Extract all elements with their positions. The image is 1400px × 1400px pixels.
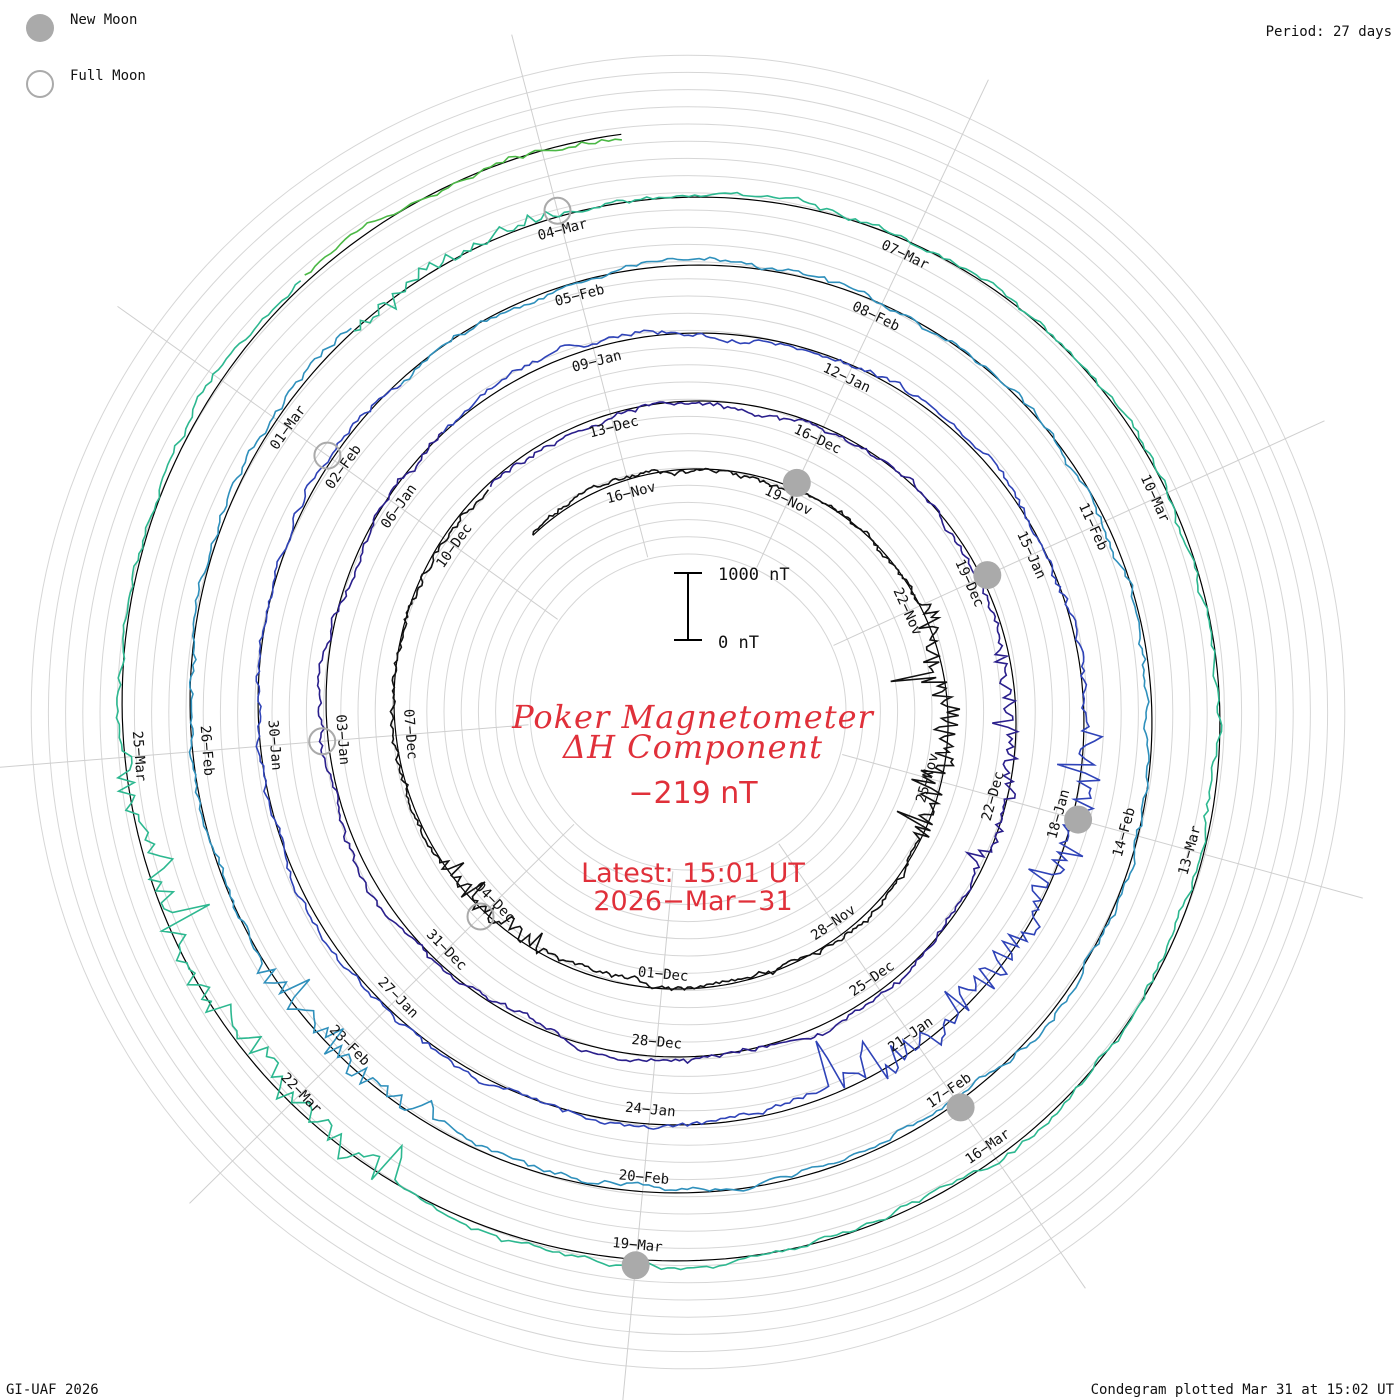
grid-ring	[288, 312, 1088, 1112]
date-tick-label: 04−Mar	[536, 216, 589, 244]
scale-bottom-label: 0 nT	[718, 633, 759, 653]
grid-ring	[185, 209, 1191, 1215]
grid-ring	[30, 54, 1346, 1370]
grid-ring	[151, 175, 1225, 1249]
scale-top-label: 1000 nT	[718, 565, 790, 585]
radial-line	[842, 754, 1363, 899]
grid-ring	[477, 501, 899, 923]
grid-ring	[254, 278, 1122, 1146]
date-tick-label: 16−Mar	[963, 1126, 1014, 1168]
current-value: −219 nT	[628, 776, 758, 811]
radial-line	[778, 843, 1086, 1289]
credit-label: GI-UAF 2026	[6, 1382, 99, 1398]
date-tick-label: 01−Mar	[267, 403, 309, 453]
grid-ring	[133, 157, 1243, 1267]
grid-ring	[168, 192, 1208, 1232]
grid-ring	[219, 243, 1157, 1181]
data-trace	[115, 138, 1223, 1271]
grid-ring	[305, 329, 1071, 1095]
trace-segment	[255, 329, 1105, 1130]
new-moon-marker	[621, 1251, 650, 1280]
grid-ring	[374, 398, 1002, 1026]
grid-ring	[202, 226, 1174, 1198]
new-moon-label: New Moon	[70, 12, 138, 28]
full-moon-marker	[308, 727, 337, 756]
full-moon-marker	[313, 441, 342, 470]
new-moon-marker	[782, 468, 811, 497]
grid-ring	[443, 467, 933, 957]
date-tick-label: 01−Dec	[637, 964, 689, 985]
chart-title-line1: Poker Magnetometer	[512, 698, 874, 736]
radial-line	[622, 871, 674, 1400]
date-tick-label: 22−Nov	[889, 585, 925, 638]
grid-ring	[340, 364, 1036, 1060]
full-moon-label: Full Moon	[70, 68, 146, 84]
grid-ring	[237, 261, 1139, 1163]
date-tick-label: 28−Dec	[631, 1032, 683, 1053]
date-tick-label: 30−Jan	[264, 719, 284, 771]
full-moon-marker	[466, 902, 495, 931]
legend-full-moon: Full Moon	[26, 68, 146, 98]
new-moon-icon	[26, 14, 54, 42]
grid-ring	[271, 295, 1105, 1129]
chart-title-line2: ΔH Component	[562, 728, 824, 766]
date-tick-label: 07−Mar	[879, 237, 932, 273]
full-moon-marker	[543, 196, 572, 225]
period-label: Period: 27 days	[1265, 24, 1392, 40]
legend-new-moon: New Moon	[26, 12, 138, 42]
new-moon-marker	[973, 561, 1002, 590]
date-tick-label: 12−Jan	[820, 360, 873, 396]
date-tick-label: 19−Mar	[611, 1235, 663, 1256]
radial-line	[511, 34, 649, 558]
date-tick-label: 03−Jan	[332, 714, 352, 766]
grid-ring	[460, 484, 916, 940]
date-tick-label: 20−Feb	[618, 1167, 670, 1188]
date-tick-label: 08−Feb	[850, 299, 903, 335]
trace-segment	[115, 191, 1223, 1271]
radial-line	[833, 420, 1325, 646]
trace-segment	[316, 401, 1020, 1065]
moon-markers	[308, 196, 1093, 1280]
trace-segment	[389, 467, 961, 992]
new-moon-marker	[946, 1093, 975, 1122]
grid-ring	[357, 381, 1019, 1043]
grid-ring	[323, 347, 1053, 1077]
grid-ring	[495, 519, 881, 905]
date-tick-label: 24−Jan	[624, 1100, 676, 1121]
date-tick-label: 13−Dec	[588, 413, 641, 441]
date-tick-label: 15−Jan	[1013, 529, 1049, 582]
grid-ring	[391, 415, 985, 1009]
grid-ring	[47, 71, 1329, 1353]
grid-ring	[529, 553, 847, 871]
date-tick-label: 06−Jan	[378, 481, 420, 531]
scale-bar: 1000 nT 0 nT	[674, 565, 790, 653]
radial-line	[189, 823, 575, 1204]
grid-ring	[65, 89, 1311, 1335]
grid-ring	[409, 433, 967, 991]
date-tick-label: 07−Dec	[400, 708, 420, 760]
date-tick-label: 11−Feb	[1075, 500, 1111, 553]
date-tick-label: 26−Feb	[197, 725, 217, 777]
latest-time: Latest: 15:01 UT	[581, 858, 805, 889]
grid-ring	[82, 106, 1294, 1318]
date-tick-label: 09−Jan	[570, 347, 623, 375]
trace-segment	[304, 138, 622, 276]
grid-ring	[99, 123, 1277, 1301]
latest-date: 2026−Mar−31	[593, 886, 793, 917]
full-moon-icon	[26, 70, 54, 98]
trace-segment	[188, 256, 1150, 1192]
grid-ring	[512, 536, 864, 888]
date-tick-label: 25−Mar	[129, 730, 149, 782]
plotted-label: Condegram plotted Mar 31 at 15:02 UT	[1090, 1382, 1394, 1398]
new-moon-marker	[1064, 805, 1093, 834]
date-tick-label: 16−Nov	[605, 479, 658, 507]
grid-rings	[30, 54, 1346, 1370]
radial-line	[0, 724, 529, 768]
